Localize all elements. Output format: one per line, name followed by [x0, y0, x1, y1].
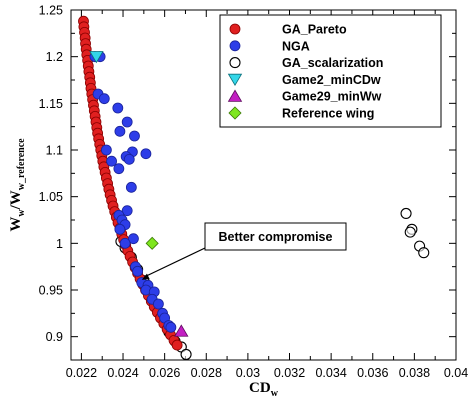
- data-point-nga: [129, 130, 140, 142]
- x-tick-label: 0.038: [399, 366, 430, 380]
- legend-entry-ga-pareto: GA_Pareto: [229, 23, 347, 37]
- data-point-nga: [119, 237, 131, 249]
- annotation-label: Better compromise: [219, 230, 333, 244]
- legend-marker-nga: [229, 40, 241, 52]
- x-tick-label: 0.03: [236, 366, 260, 380]
- x-tick-label: 0.036: [357, 366, 388, 380]
- y-tick-labels: 0.9 0.95 1 1.05 1.1 1.15 1.2 1.25: [39, 4, 63, 345]
- legend-box: [219, 14, 442, 128]
- legend-label-game29-minww: Game29_minWw: [282, 90, 382, 104]
- y-axis-title: Ww/Ww_reference: [8, 138, 27, 232]
- data-point-nga: [113, 163, 125, 175]
- data-point-reference-wing: [145, 236, 159, 250]
- legend-marker-reference-wing: [228, 106, 242, 120]
- data-point-nga: [153, 298, 164, 310]
- legend-marker-game29-minww: [227, 89, 243, 102]
- legend: GA_Pareto NGA GA_scalarization Game2_minCDw…: [219, 14, 442, 128]
- legend-marker-game2-mincdw: [227, 73, 243, 87]
- x-tick-labels: 0.022 0.024 0.026 0.028 0.03 0.032 0.034 0.036 0…: [66, 366, 468, 380]
- y-tick-label: 1.15: [39, 97, 63, 111]
- data-point-ga-pareto: [171, 339, 183, 351]
- x-tick-label: 0.028: [191, 366, 222, 380]
- data-point-nga: [114, 223, 126, 235]
- legend-marker-ga-scalarization: [229, 57, 241, 69]
- series-game2-mincdw: [89, 51, 104, 64]
- legend-label-nga: NGA: [282, 39, 310, 53]
- x-axis-title: CDw: [249, 380, 279, 399]
- y-tick-label: 0.95: [39, 284, 63, 298]
- y-tick-label: 0.9: [46, 330, 63, 344]
- legend-entry-ga-scalarization: GA_scalarization: [229, 56, 383, 70]
- series-game29-minww: [174, 324, 189, 337]
- legend-label-reference-wing: Reference wing: [282, 107, 374, 121]
- x-tick-label: 0.026: [149, 366, 180, 380]
- data-point-nga: [165, 321, 177, 333]
- annotation: Better compromise: [141, 222, 347, 280]
- legend-entry-reference-wing: Reference wing: [228, 106, 374, 121]
- y-tick-label: 1: [56, 237, 63, 251]
- legend-entry-game2-mincdw: Game2_minCDw: [227, 73, 381, 87]
- data-point-nga: [140, 148, 152, 160]
- data-point-nga: [98, 93, 110, 105]
- annotation-arrow: [144, 247, 206, 278]
- x-tick-label: 0.032: [274, 366, 305, 380]
- data-point-ga-scalarization: [180, 348, 192, 360]
- y-tick-label: 1.05: [39, 190, 63, 204]
- y-tick-label: 1.25: [39, 4, 63, 18]
- data-point-ga-scalarization: [400, 207, 412, 220]
- data-point-nga: [128, 233, 139, 245]
- data-point-game2-mincdw: [89, 51, 104, 64]
- y-tick-label: 1.2: [46, 50, 63, 64]
- axis-ticks: [71, 9, 457, 361]
- legend-entry-game29-minww: Game29_minWw: [227, 89, 382, 104]
- x-tick-label: 0.024: [107, 366, 138, 380]
- y-tick-label: 1.1: [46, 144, 63, 158]
- annotation-box: [204, 222, 347, 251]
- legend-marker-ga-pareto: [229, 23, 241, 35]
- series-reference-wing: [145, 236, 159, 250]
- legend-label-ga-scalarization: GA_scalarization: [282, 56, 383, 70]
- legend-entry-nga: NGA: [229, 39, 310, 53]
- annotation-arrowhead: [141, 273, 150, 280]
- x-tick-label: 0.04: [444, 366, 468, 380]
- data-point-ga-scalarization: [404, 226, 416, 238]
- data-point-nga: [123, 153, 135, 165]
- legend-label-game2-mincdw: Game2_minCDw: [282, 73, 381, 87]
- data-point-ga-scalarization: [418, 247, 430, 259]
- x-tick-label: 0.034: [315, 366, 346, 380]
- data-point-nga: [121, 116, 133, 128]
- data-point-nga: [132, 265, 143, 277]
- data-point-nga: [121, 205, 133, 217]
- x-tick-label: 0.022: [66, 366, 97, 380]
- data-point-nga: [100, 144, 112, 156]
- legend-label-ga-pareto: GA_Pareto: [282, 23, 347, 37]
- data-point-nga: [106, 155, 117, 167]
- series-nga: [89, 51, 177, 333]
- data-point-nga: [112, 102, 124, 114]
- data-series: [78, 15, 430, 360]
- data-point-game29-minww: [174, 324, 189, 337]
- data-point-nga: [114, 125, 126, 137]
- data-point-nga: [125, 181, 137, 193]
